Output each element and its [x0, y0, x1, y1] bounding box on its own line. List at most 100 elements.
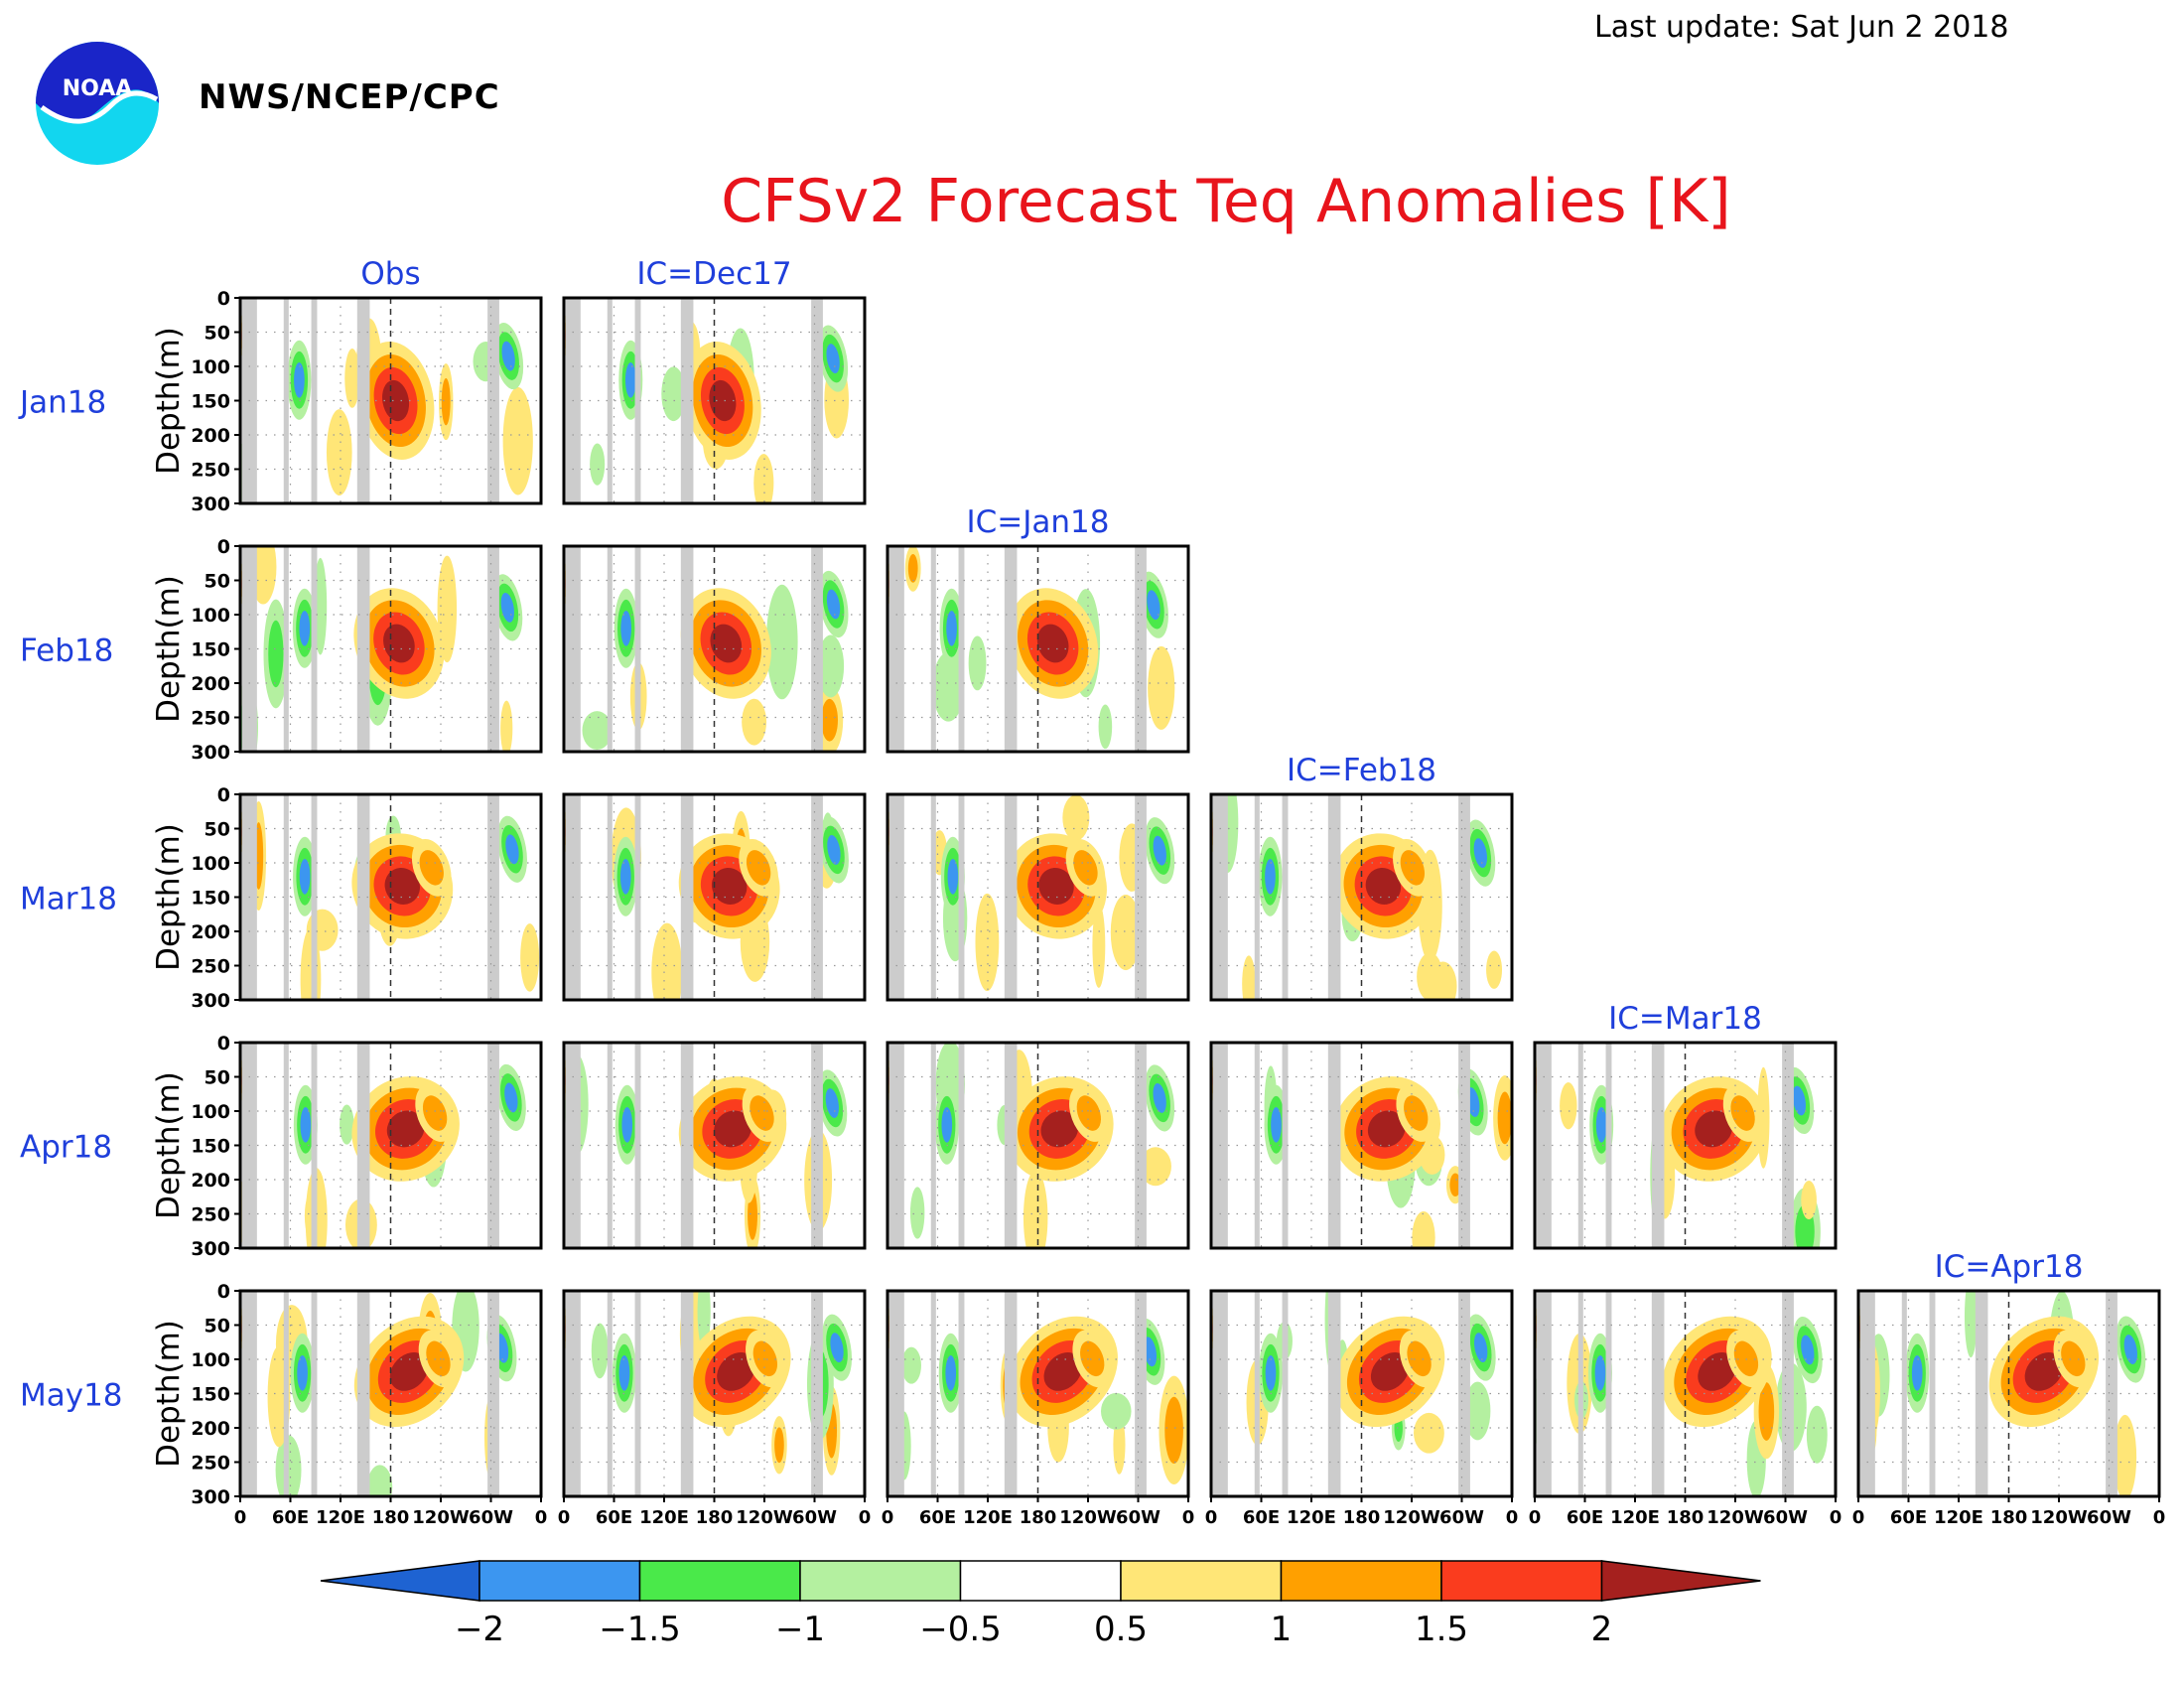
anomaly-contour [1414, 1412, 1444, 1454]
land-mask [958, 546, 965, 752]
logo-text: NOAA [63, 76, 133, 101]
colorbar-tick-label: −1.5 [599, 1610, 681, 1649]
panel-mar18-2 [886, 792, 1190, 1002]
land-mask [1577, 1291, 1583, 1496]
anomaly-contour [821, 698, 838, 742]
x-tick-label: 120W [1706, 1507, 1764, 1528]
anomaly-contour [344, 348, 360, 408]
land-mask [1327, 1291, 1341, 1496]
anomaly-contour [1560, 1082, 1577, 1130]
x-tick-label: 0 [1830, 1507, 1843, 1528]
anomaly-contour [826, 589, 841, 620]
anomaly-contour [1143, 1336, 1158, 1367]
anomaly-contour [1113, 1415, 1126, 1475]
panel-frame [562, 296, 867, 505]
anomaly-contour [297, 1355, 308, 1391]
column-title: IC=Jan18 [967, 504, 1110, 540]
anomaly-contour [340, 1104, 354, 1145]
anomaly-contour [975, 893, 1000, 992]
anomaly-contour [1911, 1355, 1923, 1391]
x-tick-label: 0 [1182, 1507, 1195, 1528]
anomaly-contour [591, 1323, 609, 1379]
x-tick-label: 180 [372, 1507, 410, 1528]
x-tick-label: 60E [596, 1507, 632, 1528]
row-label: May18 [20, 1378, 123, 1414]
anomaly-contour [1040, 1110, 1079, 1148]
anomaly-contour [1792, 1085, 1806, 1116]
land-mask [680, 1291, 694, 1496]
anomaly-contour [501, 341, 515, 371]
land-mask [356, 1043, 370, 1248]
anomaly-contour [945, 1355, 957, 1391]
x-tick-label: 180 [1990, 1507, 2028, 1528]
anomaly-contour [651, 922, 683, 1000]
anomaly-contour [1043, 1352, 1082, 1391]
land-mask [283, 1291, 289, 1496]
panel-frame [886, 792, 1190, 1002]
anomaly-contour [1242, 955, 1256, 1000]
anomaly-contour [1110, 895, 1142, 971]
y-axis-label: Depth(m) [151, 1320, 187, 1468]
anomaly-contour [1147, 590, 1160, 621]
anomaly-contour [2061, 1340, 2086, 1377]
land-mask [1605, 1291, 1612, 1496]
anomaly-contour [1695, 1110, 1732, 1148]
agency-label: NWS/NCEP/CPC [199, 77, 500, 117]
colorbar-segment [959, 1560, 1122, 1602]
land-mask [356, 298, 370, 503]
panel-feb18-1 [562, 544, 867, 754]
anomaly-contour [1801, 1335, 1815, 1365]
panel-may18-5: IC=Apr18 0 60E 120E 180 120W 60W 0 [1852, 1249, 2166, 1528]
anomaly-contour [827, 834, 841, 865]
land-mask [356, 546, 370, 752]
land-mask [1004, 1291, 1018, 1496]
row-label: Feb18 [20, 633, 113, 669]
y-tick-label: 200 [191, 1418, 230, 1440]
colorbar-tick-label: −2 [455, 1610, 504, 1649]
land-mask [1254, 1291, 1260, 1496]
x-tick-label: 60E [272, 1507, 309, 1528]
anomaly-contour [901, 1346, 921, 1384]
anomaly-contour [1497, 1091, 1512, 1145]
anomaly-contour [1595, 1107, 1607, 1143]
land-mask [680, 546, 694, 752]
y-tick-label: 300 [191, 493, 230, 515]
x-tick-label: 0 [882, 1507, 894, 1528]
land-mask [680, 794, 694, 1000]
x-tick-label: 60E [1567, 1507, 1603, 1528]
anomaly-contour [621, 1107, 633, 1143]
anomaly-contour [366, 1465, 393, 1496]
anomaly-contour [907, 554, 918, 583]
anomaly-contour [1594, 1355, 1606, 1391]
anomaly-contour [830, 1333, 844, 1363]
anomaly-contour [748, 1190, 758, 1240]
land-mask [1327, 1043, 1341, 1248]
y-axis-label: Depth(m) [151, 575, 187, 723]
land-mask [311, 298, 318, 503]
anomaly-contour [2123, 1335, 2137, 1364]
x-tick-label: 120E [316, 1507, 365, 1528]
column-title: IC=Mar18 [1608, 1001, 1762, 1037]
anomaly-contour [520, 923, 540, 992]
anomaly-contour [1370, 1352, 1410, 1391]
x-tick-label: 0 [1506, 1507, 1519, 1528]
anomaly-contour [1730, 1095, 1755, 1131]
anomaly-contour [505, 834, 519, 865]
anomaly-contour [750, 1095, 774, 1131]
anomaly-contour [619, 859, 631, 895]
x-tick-label: 0 [859, 1507, 872, 1528]
panel-frame [562, 544, 867, 754]
anomaly-contour [742, 698, 767, 746]
land-mask [1901, 1291, 1907, 1496]
anomaly-contour [441, 377, 451, 426]
column-title: IC=Dec17 [636, 256, 791, 292]
land-mask [283, 794, 289, 1000]
anomaly-contour [389, 1352, 429, 1391]
x-tick-label: 60E [1890, 1507, 1927, 1528]
last-update: Last update: Sat Jun 2 2018 [1594, 10, 2009, 45]
anomaly-contour [1073, 850, 1098, 886]
anomaly-contour [1164, 1396, 1183, 1465]
land-mask [1929, 1291, 1936, 1496]
land-mask [958, 794, 965, 1000]
land-mask [1004, 546, 1018, 752]
